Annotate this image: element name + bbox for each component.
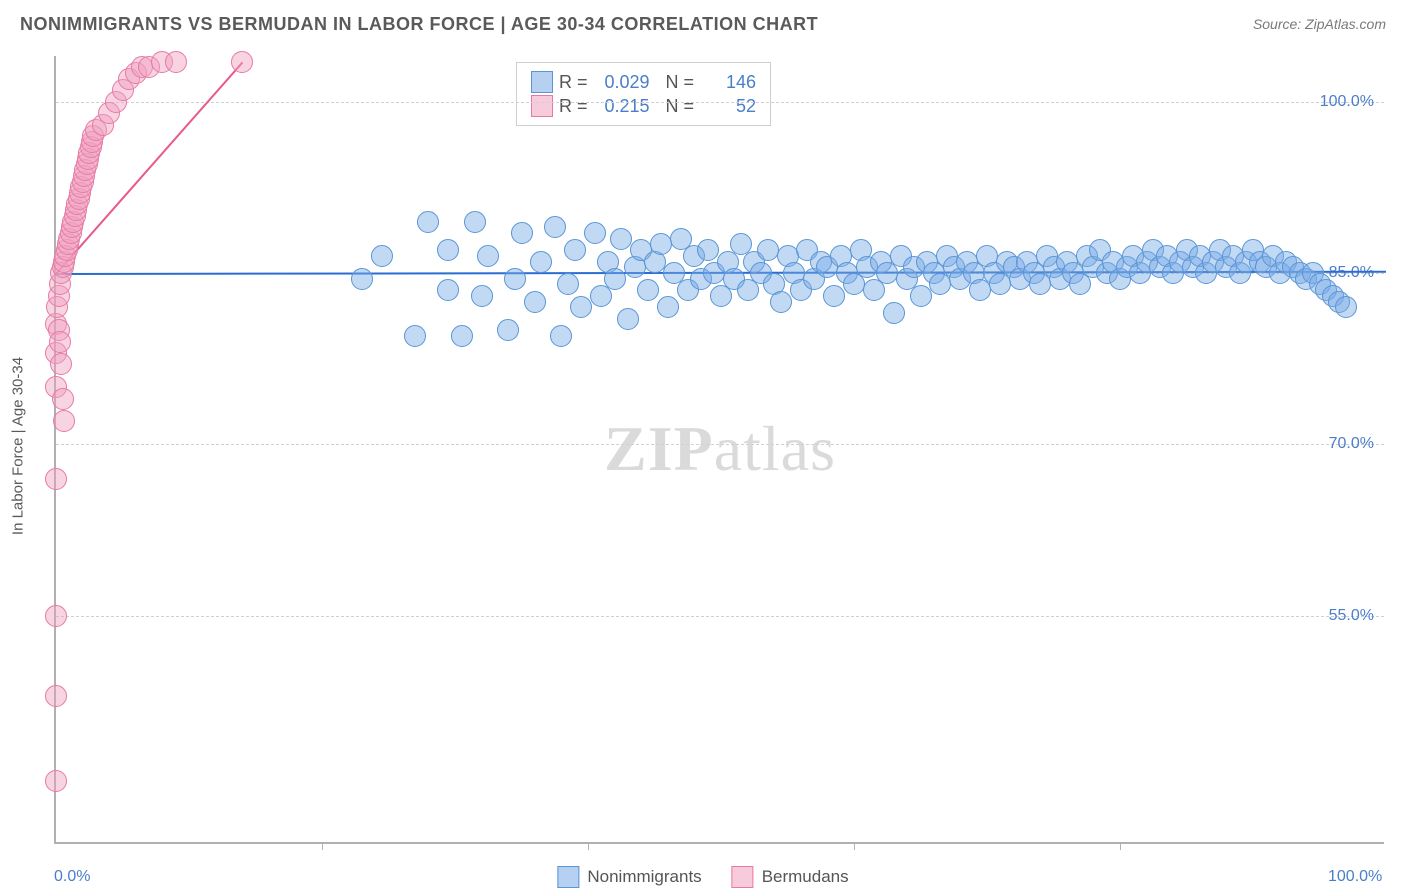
legend-item-label: Nonimmigrants: [587, 867, 701, 887]
legend-n-label: N =: [666, 96, 695, 117]
scatter-point-nonimmigrants: [404, 325, 426, 347]
scatter-point-nonimmigrants: [497, 319, 519, 341]
scatter-point-nonimmigrants: [550, 325, 572, 347]
gridline-h: [56, 102, 1384, 103]
scatter-point-nonimmigrants: [1335, 296, 1357, 318]
legend-item-blue: Nonimmigrants: [557, 866, 701, 888]
scatter-point-nonimmigrants: [584, 222, 606, 244]
y-tick-label: 55.0%: [1329, 607, 1374, 625]
scatter-point-nonimmigrants: [417, 211, 439, 233]
legend-row: R = 0.029 N =146: [531, 71, 756, 93]
scatter-point-nonimmigrants: [351, 268, 373, 290]
scatter-point-bermudans: [53, 410, 75, 432]
y-axis-label: In Labor Force | Age 30-34: [10, 357, 27, 535]
y-tick-label: 85.0%: [1329, 264, 1374, 282]
source-label: Source: ZipAtlas.com: [1253, 16, 1386, 32]
swatch-pink: [531, 95, 553, 117]
scatter-point-nonimmigrants: [883, 302, 905, 324]
scatter-point-bermudans: [45, 605, 67, 627]
swatch-pink: [732, 866, 754, 888]
scatter-point-nonimmigrants: [610, 228, 632, 250]
scatter-point-nonimmigrants: [530, 251, 552, 273]
x-tick-mark: [322, 842, 323, 850]
legend-r-label: R =: [559, 72, 588, 93]
legend-item-pink: Bermudans: [732, 866, 849, 888]
scatter-point-bermudans: [52, 388, 74, 410]
scatter-point-nonimmigrants: [437, 239, 459, 261]
scatter-point-nonimmigrants: [451, 325, 473, 347]
legend-correlation-box: R = 0.029 N =146 R = 0.215 N =52: [516, 62, 771, 126]
scatter-point-bermudans: [49, 331, 71, 353]
scatter-point-nonimmigrants: [910, 285, 932, 307]
scatter-point-nonimmigrants: [770, 291, 792, 313]
scatter-point-nonimmigrants: [650, 233, 672, 255]
watermark: ZIPatlas: [604, 412, 836, 486]
scatter-point-nonimmigrants: [471, 285, 493, 307]
legend-r-value: 0.215: [594, 96, 650, 117]
swatch-blue: [557, 866, 579, 888]
gridline-h: [56, 616, 1384, 617]
x-tick-mark: [1120, 842, 1121, 850]
x-tick-mark: [854, 842, 855, 850]
scatter-point-nonimmigrants: [823, 285, 845, 307]
scatter-point-nonimmigrants: [437, 279, 459, 301]
scatter-point-bermudans: [45, 685, 67, 707]
legend-r-label: R =: [559, 96, 588, 117]
chart-title: NONIMMIGRANTS VS BERMUDAN IN LABOR FORCE…: [20, 14, 818, 34]
y-tick-label: 100.0%: [1320, 93, 1374, 111]
scatter-point-nonimmigrants: [544, 216, 566, 238]
scatter-point-nonimmigrants: [637, 279, 659, 301]
legend-series: Nonimmigrants Bermudans: [557, 866, 848, 888]
scatter-point-nonimmigrants: [697, 239, 719, 261]
plot-area: R = 0.029 N =146 R = 0.215 N =52 ZIPatlas 55.…: [54, 56, 1384, 844]
scatter-point-nonimmigrants: [371, 245, 393, 267]
y-tick-label: 70.0%: [1329, 435, 1374, 453]
scatter-point-bermudans: [165, 51, 187, 73]
scatter-point-nonimmigrants: [524, 291, 546, 313]
scatter-point-nonimmigrants: [604, 268, 626, 290]
scatter-point-nonimmigrants: [657, 296, 679, 318]
scatter-point-bermudans: [45, 468, 67, 490]
x-tick-mark: [588, 842, 589, 850]
swatch-blue: [531, 71, 553, 93]
scatter-point-nonimmigrants: [477, 245, 499, 267]
legend-item-label: Bermudans: [762, 867, 849, 887]
scatter-point-nonimmigrants: [564, 239, 586, 261]
legend-n-value: 52: [700, 96, 756, 117]
scatter-point-nonimmigrants: [504, 268, 526, 290]
x-tick-min: 0.0%: [54, 868, 90, 886]
x-tick-max: 100.0%: [1328, 868, 1382, 886]
scatter-point-nonimmigrants: [511, 222, 533, 244]
scatter-point-bermudans: [45, 770, 67, 792]
scatter-point-bermudans: [50, 353, 72, 375]
scatter-point-nonimmigrants: [617, 308, 639, 330]
legend-r-value: 0.029: [594, 72, 650, 93]
legend-n-value: 146: [700, 72, 756, 93]
scatter-point-nonimmigrants: [570, 296, 592, 318]
scatter-point-nonimmigrants: [757, 239, 779, 261]
legend-row: R = 0.215 N =52: [531, 95, 756, 117]
scatter-point-bermudans: [231, 51, 253, 73]
scatter-point-nonimmigrants: [557, 273, 579, 295]
gridline-h: [56, 444, 1384, 445]
legend-n-label: N =: [666, 72, 695, 93]
scatter-point-nonimmigrants: [464, 211, 486, 233]
